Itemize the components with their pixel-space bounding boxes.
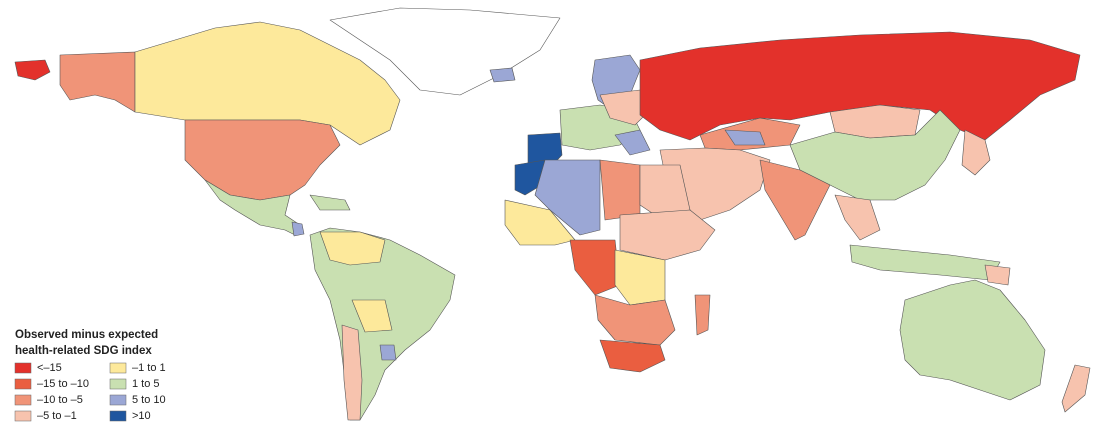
country [759,159,831,241]
legend-swatch [109,378,127,390]
country [309,194,351,211]
country [504,199,576,246]
country [341,324,363,421]
country [59,51,136,113]
country [319,231,386,266]
legend-swatch [14,410,32,422]
legend-swatch [109,362,127,374]
country [184,119,341,201]
countries [14,7,1091,421]
country [849,244,1001,281]
country [14,59,51,81]
legend-label: <–15 [37,362,62,374]
legend-label: –10 to –5 [37,394,83,406]
legend: <–15 –15 to –10 –10 to –5 –5 to –1 –1 to 1 1 … [14,362,166,422]
country [291,221,305,237]
country [569,239,621,296]
legend-swatch [109,394,127,406]
country [489,67,516,83]
country [599,89,651,126]
country [614,129,651,156]
country [614,249,666,306]
legend-swatch [14,394,32,406]
country [619,209,716,261]
legend-swatch [109,410,127,422]
legend-label: >10 [132,410,151,422]
legend-label: –15 to –10 [37,378,89,390]
country [834,194,881,241]
legend-swatch [14,378,32,390]
country [899,279,1046,401]
legend-title: Observed minus expected [15,329,158,341]
legend-label: 1 to 5 [132,378,160,390]
legend-label: 5 to 10 [132,394,166,406]
country [724,129,766,146]
country [351,299,393,333]
legend-label: –5 to –1 [37,410,77,422]
country [984,264,1011,286]
country [1061,364,1091,413]
country [694,294,711,336]
legend-title: health-related SDG index [15,345,152,357]
legend-swatch [14,362,32,374]
country [829,104,921,139]
legend-label: –1 to 1 [132,362,166,374]
country [599,339,666,373]
country [594,294,676,346]
country [961,129,991,176]
country [379,344,397,361]
country [599,159,641,221]
